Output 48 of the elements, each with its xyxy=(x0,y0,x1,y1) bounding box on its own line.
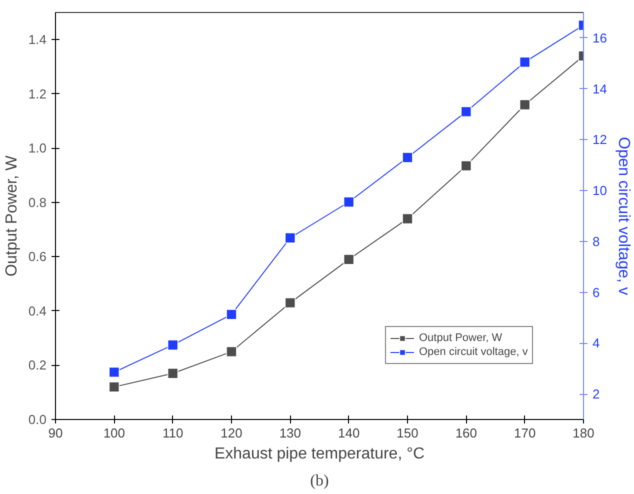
point xyxy=(284,297,296,308)
y-tick-label: 0.4 xyxy=(28,303,47,318)
point xyxy=(108,366,120,378)
y2-tick-label: 6 xyxy=(592,284,600,300)
x-tick-label: 150 xyxy=(396,426,418,440)
x-tick-label: 110 xyxy=(162,426,184,440)
y2-tick-label: 4 xyxy=(592,336,600,351)
x-tick-label: 170 xyxy=(514,426,536,440)
point xyxy=(519,56,530,68)
point xyxy=(402,213,413,224)
x-tick-label: 180 xyxy=(572,426,594,440)
legend-label: Output Power, W xyxy=(419,331,502,345)
y-tick-label: 1.0 xyxy=(28,140,47,156)
legend-label: Open circuit voltage, v xyxy=(419,345,528,359)
y-tick-label: 0.8 xyxy=(28,194,47,210)
x-axis-title: Exhaust pipe temperature, °C xyxy=(214,446,425,462)
point xyxy=(167,340,178,350)
point xyxy=(284,232,296,244)
point xyxy=(226,346,237,358)
point xyxy=(167,368,178,379)
x-tick-label: 140 xyxy=(338,426,360,440)
y-tick-label: 1.2 xyxy=(28,86,47,102)
y-axis-title: Output Power, W xyxy=(3,154,20,276)
x-tick-label: 90 xyxy=(48,426,63,440)
y-tick-label: 0.0 xyxy=(28,412,47,427)
point xyxy=(402,152,413,163)
point xyxy=(343,254,354,265)
y2-tick-label: 8 xyxy=(592,234,600,249)
point xyxy=(460,106,472,118)
x-tick-label: 100 xyxy=(103,426,126,440)
x-tick-label: 130 xyxy=(279,426,302,440)
point xyxy=(519,99,530,110)
y2-tick-label: 10 xyxy=(592,183,607,198)
point xyxy=(226,309,237,320)
text: (b) xyxy=(310,472,329,490)
y-tick-label: 0.6 xyxy=(28,249,47,264)
y-tick-label: 0.2 xyxy=(28,358,47,373)
y2-tick-label: 2 xyxy=(592,386,600,402)
x-tick-label: 120 xyxy=(220,426,242,440)
x-tick-label: 160 xyxy=(455,426,478,440)
y2-tick-label: 12 xyxy=(592,132,607,148)
y2-tick-label: 14 xyxy=(592,81,607,96)
y-tick-label: 1.4 xyxy=(28,32,47,48)
point xyxy=(343,196,354,208)
y2-tick-label: 16 xyxy=(592,30,607,46)
y2-axis-title: Open circuit voltage, v xyxy=(614,136,632,296)
point xyxy=(460,160,472,172)
point xyxy=(108,382,120,392)
